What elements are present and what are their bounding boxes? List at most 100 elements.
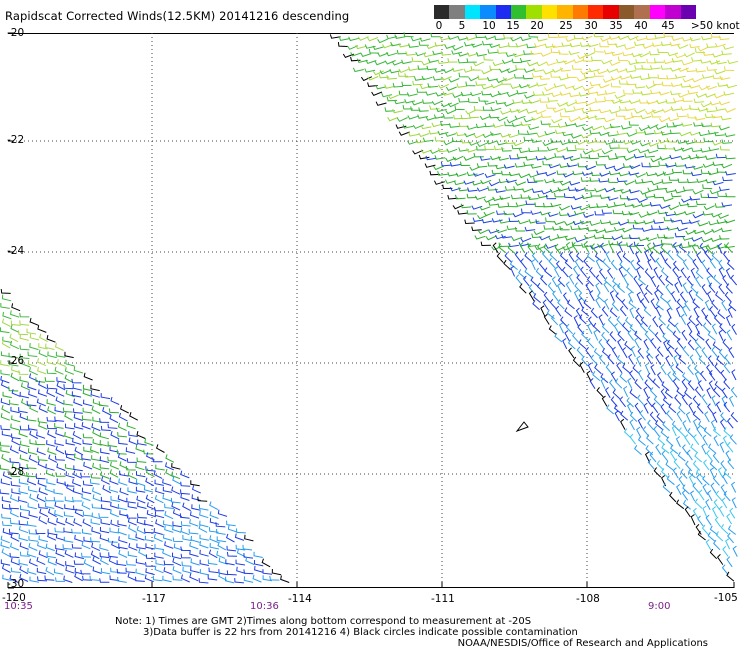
wind-barb — [616, 68, 628, 73]
wind-barb — [80, 569, 91, 575]
wind-barb — [81, 487, 92, 495]
wind-barb — [541, 250, 549, 261]
wind-barb — [687, 428, 695, 439]
wind-barb — [716, 59, 727, 65]
wind-barb — [552, 290, 559, 302]
wind-barb — [245, 556, 255, 565]
wind-barb — [680, 155, 692, 161]
wind-barb — [668, 403, 677, 414]
wind-barb — [127, 487, 137, 494]
wind-barb — [428, 129, 440, 135]
wind-barb — [589, 290, 595, 302]
wind-barb — [18, 496, 28, 503]
wind-barb — [703, 459, 710, 471]
wind-barb — [480, 241, 491, 247]
wind-barb — [622, 273, 629, 285]
wind-barb — [545, 194, 557, 200]
wind-barb — [475, 81, 486, 86]
wind-barb — [606, 203, 618, 209]
colorbar-swatch — [495, 5, 512, 19]
wind-barb — [647, 187, 659, 192]
wind-barb — [117, 528, 127, 536]
wind-barb — [11, 415, 21, 423]
wind-barb — [579, 361, 585, 373]
wind-barb — [634, 314, 642, 326]
wind-barb — [215, 522, 226, 528]
wind-barb — [683, 52, 695, 58]
wind-barb — [0, 302, 10, 309]
wind-barb — [454, 105, 465, 111]
wind-barb — [402, 105, 413, 110]
wind-barb — [2, 391, 12, 399]
wind-barb — [1, 564, 11, 573]
wind-barb — [53, 568, 64, 575]
wind-barb — [598, 354, 606, 366]
wind-barb — [519, 283, 527, 294]
wind-barb — [182, 502, 192, 512]
wind-barb — [144, 535, 155, 542]
wind-barb — [619, 106, 630, 111]
wind-barb — [629, 433, 636, 445]
wind-barb — [652, 80, 664, 86]
wind-barb — [716, 355, 725, 366]
wind-barb — [2, 528, 12, 536]
wind-barb — [619, 194, 630, 200]
wind-barb — [471, 226, 482, 232]
wind-barb — [412, 80, 423, 86]
wind-barb — [554, 266, 560, 278]
wind-barb — [19, 334, 29, 341]
wind-barb — [100, 496, 111, 503]
wind-barb — [415, 51, 427, 57]
wind-barb — [603, 281, 610, 293]
wind-barb — [55, 472, 66, 477]
wind-barb — [0, 398, 10, 406]
wind-barb — [604, 187, 616, 193]
wind-barb — [19, 353, 30, 359]
wind-barb — [110, 496, 120, 502]
wind-barb — [2, 521, 13, 527]
wind-barb — [693, 306, 699, 318]
wind-barb — [37, 358, 47, 367]
wind-barb — [682, 484, 690, 495]
wind-barb — [145, 494, 155, 504]
wind-barb — [706, 85, 718, 90]
wind-barb — [661, 450, 668, 462]
wind-barb — [595, 258, 601, 270]
wind-barb — [689, 36, 701, 42]
wind-barb — [726, 513, 733, 525]
wind-barb — [701, 307, 708, 319]
wind-barb — [503, 259, 511, 271]
wind-barb — [2, 311, 12, 320]
wind-barb — [408, 66, 419, 71]
wind-barb — [654, 58, 665, 63]
wind-barb — [460, 91, 472, 97]
wind-barb — [528, 125, 540, 130]
wind-barb — [28, 511, 38, 518]
wind-barb — [698, 355, 707, 366]
wind-barb — [162, 533, 173, 541]
wind-barb — [64, 374, 74, 384]
wind-barb — [642, 426, 650, 437]
wind-barb — [712, 74, 723, 80]
wind-barb — [547, 33, 558, 39]
wind-barb — [37, 325, 47, 333]
wind-barb — [55, 544, 65, 551]
wind-barb — [548, 122, 559, 128]
wind-barb — [649, 50, 660, 56]
wind-barb — [487, 186, 498, 191]
wind-barb — [280, 575, 290, 583]
wind-barb — [563, 60, 575, 65]
wind-barb — [420, 149, 432, 154]
wind-barb — [489, 93, 501, 98]
wind-barb — [189, 511, 200, 519]
wind-barb — [92, 487, 102, 496]
wind-barb — [440, 120, 451, 126]
wind-barb — [665, 188, 677, 193]
wind-barb — [468, 113, 480, 119]
wind-barb — [19, 565, 29, 575]
wind-barb — [696, 468, 705, 479]
wind-barb — [670, 82, 682, 87]
wind-barb — [572, 332, 580, 343]
wind-barb — [580, 266, 587, 278]
wind-barb — [0, 489, 10, 495]
